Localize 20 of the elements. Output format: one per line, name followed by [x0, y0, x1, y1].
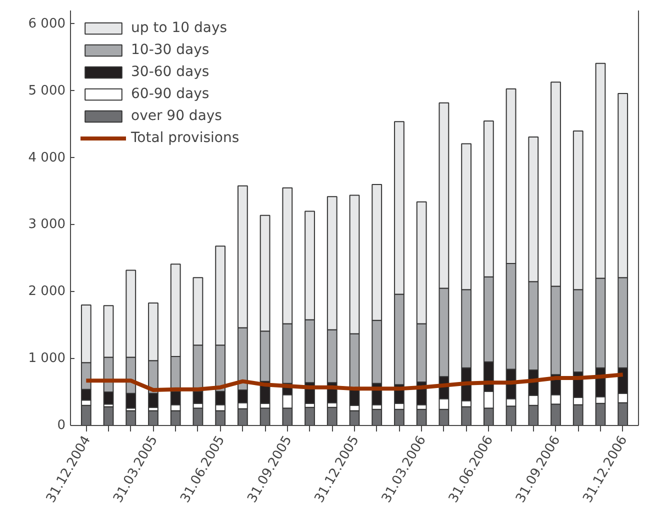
y-tick-label: 0	[57, 418, 66, 433]
bar	[304, 406, 315, 426]
legend-label: 60-90 days	[131, 86, 210, 102]
y-tick-label: 5 000	[28, 83, 66, 98]
legend-label: 10-30 days	[131, 42, 210, 58]
bar	[126, 410, 136, 426]
bar	[416, 408, 427, 426]
legend-label: over 90 days	[131, 108, 222, 124]
line-series	[84, 372, 625, 392]
y-tick-label: 1 000	[28, 351, 66, 366]
y-tick-label: 4 000	[28, 150, 66, 166]
y-tick-label: 3 000	[28, 217, 66, 232]
bar	[326, 406, 338, 426]
y-tick-label: 6 000	[28, 16, 66, 32]
y-tick-label: 2 000	[28, 284, 66, 300]
bar	[372, 408, 382, 426]
legend-label: 30-60 days	[131, 64, 210, 80]
legend-label: up to 10 days	[131, 20, 228, 36]
legend-label: Total provisions	[131, 130, 240, 146]
bar	[148, 410, 158, 426]
